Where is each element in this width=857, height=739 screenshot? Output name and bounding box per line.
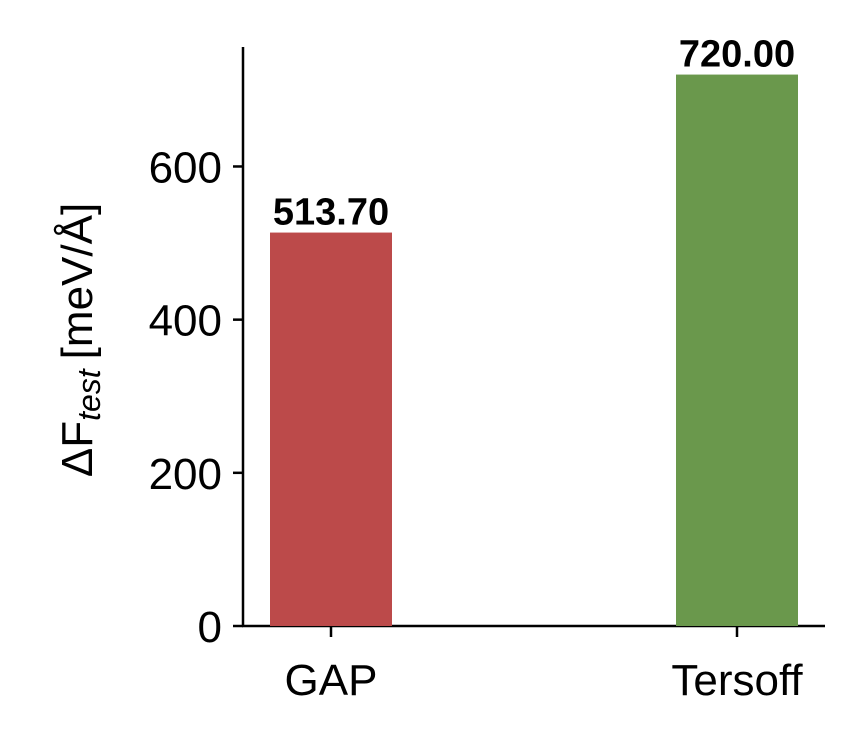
bar <box>676 74 798 627</box>
y-axis-label: ΔFtest [meV/Å] <box>53 203 107 477</box>
value-label: 720.00 <box>679 34 795 76</box>
x-tick-label: GAP <box>285 656 378 705</box>
x-tick-label: Tersoff <box>671 656 803 705</box>
value-label: 513.70 <box>273 192 389 234</box>
y-tick-label: 600 <box>149 143 222 192</box>
y-tick-label: 200 <box>149 450 222 499</box>
y-tick-label: 0 <box>198 603 222 652</box>
y-label-sub: test <box>71 368 107 421</box>
bar <box>270 232 392 626</box>
y-tick-label: 400 <box>149 297 222 346</box>
y-label-unit: [meV/Å] <box>53 203 102 360</box>
y-label-main: ΔF <box>53 421 102 477</box>
